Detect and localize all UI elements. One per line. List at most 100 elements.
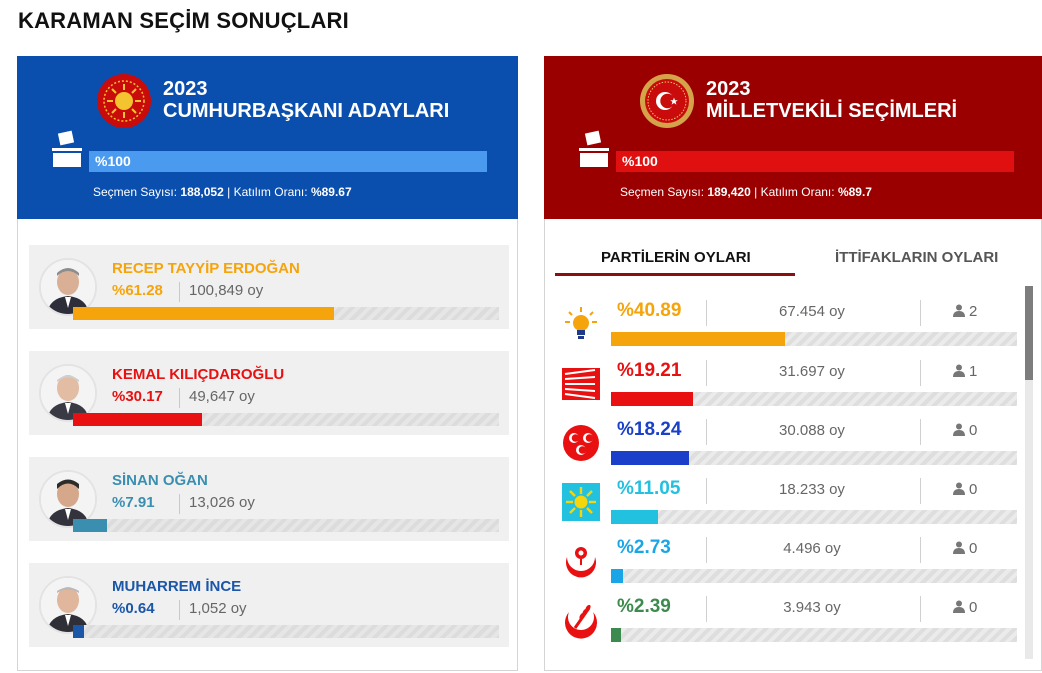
- party-row[interactable]: %18.24 30.088 oy 0: [555, 417, 1017, 469]
- ydp-wheat-crescent-icon: [561, 600, 601, 640]
- presidential-year: 2023: [163, 78, 208, 100]
- voters-label: Seçmen Sayısı:: [620, 185, 705, 199]
- divider: [920, 419, 921, 445]
- party-votes: 31.697 oy: [779, 363, 845, 380]
- party-seats: 0: [953, 599, 977, 616]
- party-row[interactable]: %2.39 3.943 oy 0: [555, 594, 1017, 646]
- page-title: KARAMAN SEÇİM SONUÇLARI: [18, 8, 349, 33]
- candidate-bar-fill: [73, 519, 107, 532]
- candidate-percent: %30.17: [112, 388, 163, 405]
- candidate-percent: %7.91: [112, 494, 155, 511]
- akp-bulb-icon: [561, 304, 601, 344]
- candidate-photo-ince: [39, 576, 97, 634]
- party-percent: %40.89: [617, 300, 682, 321]
- scrollbar-thumb[interactable]: [1025, 286, 1033, 380]
- candidate-name: SİNAN OĞAN: [112, 472, 208, 489]
- presidential-header: 2023 CUMHURBAŞKANI ADAYLARI %100 Seçmen …: [17, 56, 518, 219]
- active-tab-indicator: [555, 273, 795, 276]
- party-votes: 30.088 oy: [779, 422, 845, 439]
- divider: [179, 388, 180, 408]
- divider: [706, 537, 707, 563]
- candidate-percent: %61.28: [112, 282, 163, 299]
- candidate-card[interactable]: SİNAN OĞAN %7.91 13,026 oy: [29, 457, 509, 541]
- divider: [920, 360, 921, 386]
- presidential-voter-info: Seçmen Sayısı: 188,052 | Katılım Oranı: …: [93, 185, 352, 199]
- divider: [706, 360, 707, 386]
- party-seat-count: 0: [969, 481, 978, 498]
- presidential-seal-icon: [97, 74, 151, 128]
- divider: [920, 537, 921, 563]
- party-percent: %2.73: [617, 537, 671, 558]
- party-bar-track: [611, 569, 1017, 583]
- party-row[interactable]: %11.05 18.233 oy 0: [555, 476, 1017, 528]
- candidate-votes: 49,647 oy: [189, 388, 255, 405]
- ballot-box-icon: [577, 130, 611, 168]
- party-bar-fill: [611, 392, 693, 406]
- tab-party-votes[interactable]: PARTİLERİN OYLARI: [601, 249, 751, 266]
- party-seats: 0: [953, 481, 977, 498]
- candidate-votes: 100,849 oy: [189, 282, 264, 299]
- parliament-results-panel: 2023 MİLLETVEKİLİ SEÇİMLERİ %100 Seçmen …: [544, 56, 1042, 671]
- candidate-photo-kilicdaroglu: [39, 364, 97, 422]
- candidate-bar-fill: [73, 413, 202, 426]
- tab-alliance-votes[interactable]: İTTİFAKLARIN OYLARI: [835, 249, 999, 266]
- party-list-scrollbar[interactable]: [1025, 286, 1033, 659]
- divider: [179, 494, 180, 514]
- parliament-seal-icon: [640, 74, 694, 128]
- divider: [179, 600, 180, 620]
- party-votes: 18.233 oy: [779, 481, 845, 498]
- candidate-bar-track: [73, 519, 499, 532]
- parliament-counted-progress: %100: [616, 151, 1014, 172]
- person-icon: [953, 541, 965, 554]
- candidate-photo-ogan: [39, 470, 97, 528]
- candidate-votes: 1,052 oy: [189, 600, 247, 617]
- party-percent: %11.05: [617, 478, 681, 499]
- divider: [920, 596, 921, 622]
- party-percent: %18.24: [617, 419, 682, 440]
- parliament-progress-label: %100: [622, 153, 658, 169]
- divider: [706, 300, 707, 326]
- candidate-bar-track: [73, 413, 499, 426]
- party-bar-fill: [611, 451, 689, 465]
- party-seats: 1: [953, 363, 977, 380]
- party-bar-track: [611, 451, 1017, 465]
- turnout-label: | Katılım Oranı:: [227, 185, 308, 199]
- party-percent: %19.21: [617, 360, 682, 381]
- presidential-progress-label: %100: [95, 153, 131, 169]
- divider: [706, 596, 707, 622]
- party-percent: %2.39: [617, 596, 671, 617]
- parliament-year: 2023: [706, 78, 751, 100]
- party-bar-track: [611, 628, 1017, 642]
- iyi-sun-icon: [561, 482, 601, 522]
- candidate-card[interactable]: RECEP TAYYİP ERDOĞAN %61.28 100,849 oy: [29, 245, 509, 329]
- presidential-results-panel: 2023 CUMHURBAŞKANI ADAYLARI %100 Seçmen …: [17, 56, 518, 671]
- turnout-label: | Katılım Oranı:: [754, 185, 835, 199]
- party-row[interactable]: %40.89 67.454 oy 2: [555, 298, 1017, 350]
- person-icon: [953, 423, 965, 436]
- party-votes: 67.454 oy: [779, 303, 845, 320]
- person-icon: [953, 600, 965, 613]
- party-seats: 0: [953, 422, 977, 439]
- party-row[interactable]: %19.21 31.697 oy 1: [555, 358, 1017, 410]
- candidate-bar-track: [73, 307, 499, 320]
- party-bar-fill: [611, 628, 622, 642]
- party-bar-track: [611, 510, 1017, 524]
- candidate-votes: 13,026 oy: [189, 494, 255, 511]
- parliament-voter-info: Seçmen Sayısı: 189,420 | Katılım Oranı: …: [620, 185, 872, 199]
- candidate-card[interactable]: MUHARREM İNCE %0.64 1,052 oy: [29, 563, 509, 647]
- candidate-bar-fill: [73, 625, 84, 638]
- voters-label: Seçmen Sayısı:: [93, 185, 178, 199]
- party-votes: 3.943 oy: [783, 599, 841, 616]
- candidate-card[interactable]: KEMAL KILIÇDAROĞLU %30.17 49,647 oy: [29, 351, 509, 435]
- person-icon: [953, 364, 965, 377]
- party-row[interactable]: %2.73 4.496 oy 0: [555, 535, 1017, 587]
- candidate-name: KEMAL KILIÇDAROĞLU: [112, 366, 285, 383]
- party-bar-fill: [611, 510, 659, 524]
- party-seat-count: 2: [969, 303, 978, 320]
- parliament-header: 2023 MİLLETVEKİLİ SEÇİMLERİ %100 Seçmen …: [544, 56, 1042, 219]
- candidate-name: RECEP TAYYİP ERDOĞAN: [112, 260, 300, 277]
- divider: [920, 478, 921, 504]
- presidential-title: CUMHURBAŞKANI ADAYLARI: [163, 100, 450, 122]
- candidate-photo-erdogan: [39, 258, 97, 316]
- presidential-counted-progress: %100: [89, 151, 487, 172]
